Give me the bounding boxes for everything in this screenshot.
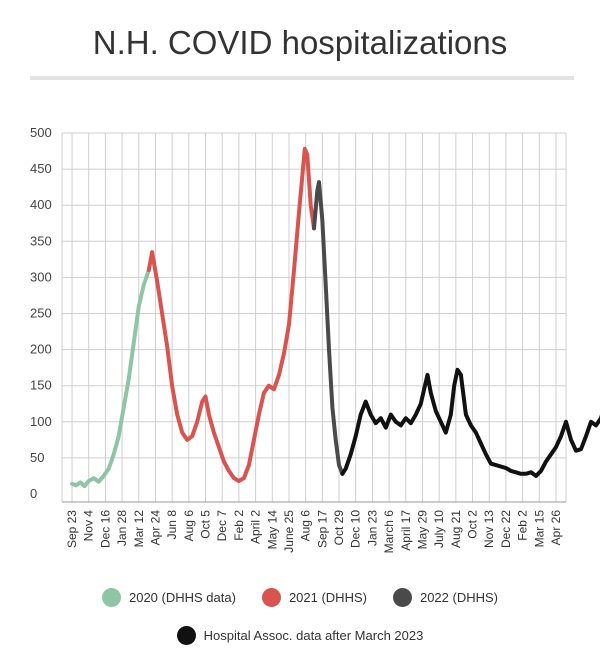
x-tick-label: Dec 7 <box>215 510 229 542</box>
legend-label: 2021 (DHHS) <box>288 590 367 605</box>
legend-row-1: 2020 (DHHS data) 2021 (DHHS) 2022 (DHHS) <box>0 588 600 607</box>
y-tick-label: 250 <box>30 306 52 321</box>
x-tick-label: Aug 21 <box>449 510 463 548</box>
series-line-3 <box>312 180 345 476</box>
legend-label: 2020 (DHHS data) <box>128 590 236 605</box>
x-tick-label: Sep 17 <box>315 510 329 548</box>
x-tick-label: April 17 <box>399 510 413 551</box>
x-tick-label: July 10 <box>432 510 446 548</box>
x-tick-label: Feb 2 <box>232 510 246 541</box>
legend-marker <box>176 626 196 645</box>
y-tick-label: 50 <box>30 450 44 465</box>
series-line-1 <box>70 268 151 489</box>
x-tick-label: Nov 13 <box>482 510 496 548</box>
legend-marker <box>101 588 121 607</box>
x-tick-label: Nov 4 <box>82 510 96 542</box>
legend-label: 2022 (DHHS) <box>419 590 498 605</box>
x-tick-label: Oct 5 <box>199 510 213 539</box>
x-axis-ticks: Sep 23 Nov 4 Dec 16 Jan 28 Mar 12 Apr 24 Jun 8… <box>65 510 563 554</box>
legend-item: 2022 (DHHS) <box>392 588 498 607</box>
x-tick-label: March 6 <box>382 510 396 554</box>
y-tick-label: 400 <box>30 197 52 212</box>
x-tick-label: Mar 12 <box>132 510 146 548</box>
series-line-4 <box>340 367 600 478</box>
x-tick-label: Oct 2 <box>466 510 480 539</box>
title-divider <box>30 76 574 80</box>
x-tick-label: Oct 29 <box>332 510 346 546</box>
x-tick-label: Aug 6 <box>182 510 196 542</box>
legend-label: Hospital Assoc. data after March 2023 <box>203 628 424 643</box>
series-line-2 <box>146 146 316 483</box>
x-tick-label: Dec 10 <box>349 510 363 548</box>
y-tick-label: 0 <box>30 486 37 501</box>
x-tick-label: Jan 23 <box>365 510 379 546</box>
x-tick-label: Jan 28 <box>115 510 129 546</box>
legend-item: 2020 (DHHS data) <box>101 588 236 607</box>
y-tick-label: 350 <box>30 233 52 248</box>
x-tick-label: Apr 24 <box>148 510 162 546</box>
y-tick-label: 500 <box>30 125 52 140</box>
x-tick-label: Aug 6 <box>299 510 313 542</box>
y-tick-label: 300 <box>30 269 52 284</box>
chart-title: N.H. COVID hospitalizations <box>92 24 508 61</box>
x-tick-label: May 14 <box>265 510 279 550</box>
x-tick-label: Sep 23 <box>65 510 79 548</box>
legend-item: 2021 (DHHS) <box>261 588 367 607</box>
x-tick-label: June 25 <box>282 510 296 553</box>
x-tick-label: Dec 16 <box>98 510 112 548</box>
x-tick-label: Mar 15 <box>532 510 546 548</box>
x-tick-label: May 29 <box>415 510 429 550</box>
y-tick-label: 100 <box>30 414 52 429</box>
x-tick-label: Jun 8 <box>165 510 179 540</box>
y-tick-label: 450 <box>30 161 52 176</box>
legend-marker <box>261 588 281 607</box>
x-tick-label: Apr 26 <box>549 510 563 546</box>
x-tick-label: Dec 22 <box>499 510 513 548</box>
y-tick-label: 150 <box>30 378 52 393</box>
legend-item: Hospital Assoc. data after March 2023 <box>176 626 424 645</box>
legend-marker <box>392 588 412 607</box>
x-tick-label: Feb 2 <box>516 510 530 541</box>
y-axis-ticks: 0 50 100 150 200 250 300 350 400 450 500 <box>30 125 52 501</box>
y-tick-label: 200 <box>30 342 52 357</box>
x-tick-label: April 2 <box>249 510 263 544</box>
chart-grid <box>61 132 567 503</box>
legend-row-2: Hospital Assoc. data after March 2023 <box>0 626 600 645</box>
series-lines <box>70 146 600 489</box>
